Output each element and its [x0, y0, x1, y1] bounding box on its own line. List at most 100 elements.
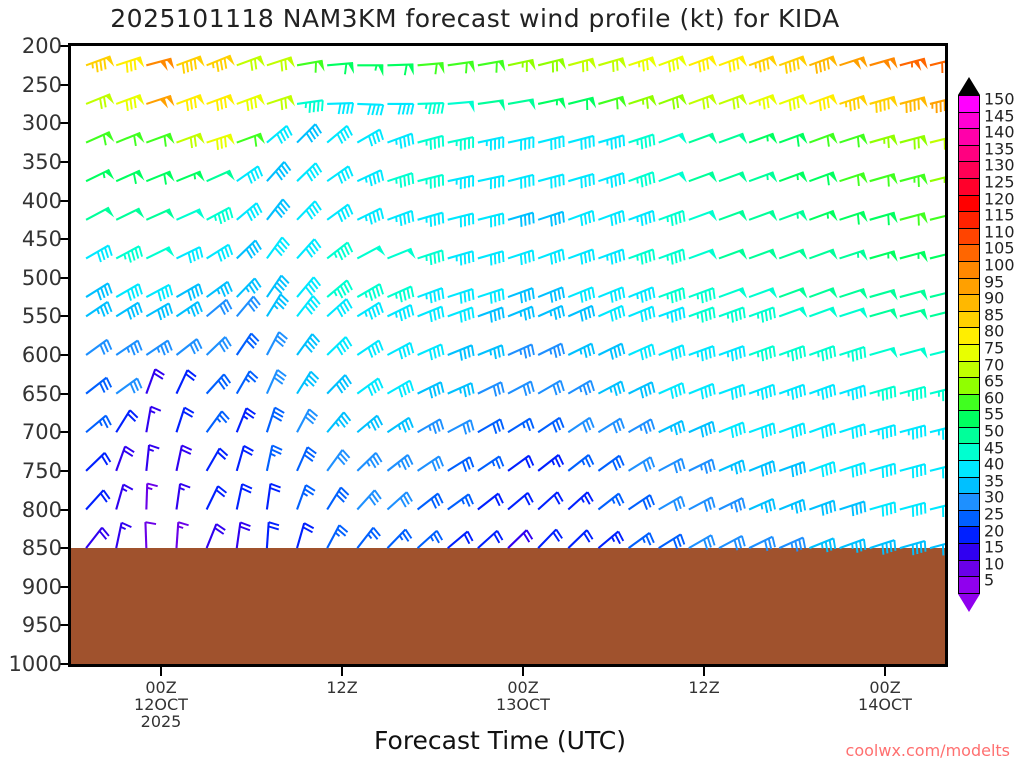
- wind-barb: [718, 209, 748, 222]
- wind-barb: [176, 208, 205, 221]
- colorbar-segment: [958, 310, 980, 329]
- colorbar-label: 135: [984, 139, 1015, 159]
- wind-barb: [628, 171, 656, 188]
- wind-barb: [537, 416, 565, 434]
- wind-barb: [206, 54, 235, 72]
- wind-barb: [447, 493, 474, 511]
- wind-barb: [748, 209, 778, 222]
- wind-barb: [869, 308, 898, 320]
- wind-barb: [507, 380, 535, 396]
- wind-barb: [507, 343, 535, 359]
- wind-barb: [296, 408, 319, 433]
- wind-barb: [447, 382, 475, 398]
- wind-barb: [85, 93, 115, 110]
- colorbar-label: 25: [984, 504, 1005, 524]
- wind-barb: [809, 287, 838, 299]
- wind-barb: [477, 288, 505, 304]
- wind-barb: [146, 57, 175, 71]
- wind-barb: [235, 295, 261, 318]
- wind-barb: [567, 304, 596, 322]
- wind-barb: [145, 208, 175, 221]
- colorbar-segment: [958, 526, 980, 545]
- terrain-fill: [71, 548, 945, 664]
- wind-barb: [266, 274, 290, 298]
- wind-barb: [326, 241, 354, 261]
- wind-barb: [869, 211, 898, 226]
- wind-barb: [447, 344, 475, 361]
- colorbar-segment: [958, 576, 980, 594]
- colorbar-label: 15: [984, 537, 1005, 557]
- wind-barb: [387, 63, 414, 76]
- wind-barb: [899, 173, 928, 187]
- wind-barb: [417, 287, 445, 304]
- wind-barb: [688, 94, 718, 110]
- x-axis-tick: [341, 667, 343, 676]
- y-axis-tick: [59, 624, 68, 627]
- colorbar-segment: [958, 95, 980, 113]
- wind-barb: [145, 339, 173, 356]
- wind-barb: [658, 457, 686, 474]
- wind-barb: [265, 369, 287, 395]
- wind-barb: [929, 176, 945, 183]
- colorbar-segment: [958, 360, 980, 379]
- colorbar-segment: [958, 244, 980, 262]
- wind-barb: [899, 250, 928, 263]
- wind-barb: [266, 56, 296, 72]
- wind-barb: [387, 285, 415, 303]
- wind-barb: [85, 300, 113, 318]
- wind-barb: [929, 99, 945, 114]
- wind-barb: [929, 253, 945, 260]
- wind-barb: [537, 210, 565, 227]
- wind-barb: [507, 417, 535, 434]
- wind-barb: [507, 287, 535, 304]
- wind-barb: [477, 59, 506, 73]
- colorbar-label: 35: [984, 471, 1005, 491]
- wind-barb: [929, 350, 945, 357]
- wind-barb: [447, 100, 475, 113]
- wind-barb: [175, 482, 191, 510]
- wind-barb: [326, 524, 349, 549]
- wind-barb: [296, 123, 323, 144]
- wind-barb: [235, 483, 253, 510]
- y-axis-tick: [59, 508, 68, 511]
- wind-barb: [688, 534, 716, 550]
- wind-barb: [627, 494, 655, 511]
- colorbar-segment: [958, 111, 980, 130]
- wind-barb: [387, 132, 415, 149]
- wind-barb: [598, 57, 627, 72]
- wind-barb: [235, 370, 259, 395]
- wind-barb: [869, 385, 897, 401]
- wind-barb: [597, 342, 626, 360]
- wind-barb: [778, 171, 808, 183]
- wind-barb: [145, 405, 162, 433]
- wind-barb: [265, 331, 288, 356]
- wind-barb: [145, 283, 174, 302]
- colorbar-label: 30: [984, 487, 1005, 507]
- wind-barb: [598, 286, 626, 303]
- x-axis-title: Forecast Time (UTC): [374, 726, 626, 755]
- wind-barb: [326, 165, 354, 184]
- wind-barb: [537, 379, 565, 396]
- colorbar-segment: [958, 426, 980, 445]
- wind-barb: [839, 133, 868, 148]
- wind-barb: [507, 491, 534, 511]
- wind-barb: [417, 101, 445, 115]
- wind-barb: [326, 125, 353, 144]
- colorbar-label: 120: [984, 189, 1015, 209]
- y-axis-tick: [59, 392, 68, 395]
- wind-barb: [175, 521, 189, 549]
- wind-barb: [839, 172, 868, 187]
- wind-barb: [688, 287, 716, 304]
- y-axis-tick-label: 850: [21, 536, 62, 561]
- wind-barb: [176, 170, 205, 183]
- colorbar-segment: [958, 211, 980, 229]
- wind-barb: [235, 445, 254, 472]
- wind-barb: [598, 209, 626, 227]
- wind-barb: [839, 288, 868, 300]
- wind-barb: [809, 460, 837, 478]
- wind-barb: [326, 486, 350, 511]
- wind-barb: [899, 385, 927, 401]
- colorbar-label: 100: [984, 255, 1015, 275]
- wind-barb: [929, 214, 945, 221]
- wind-barb: [809, 132, 838, 147]
